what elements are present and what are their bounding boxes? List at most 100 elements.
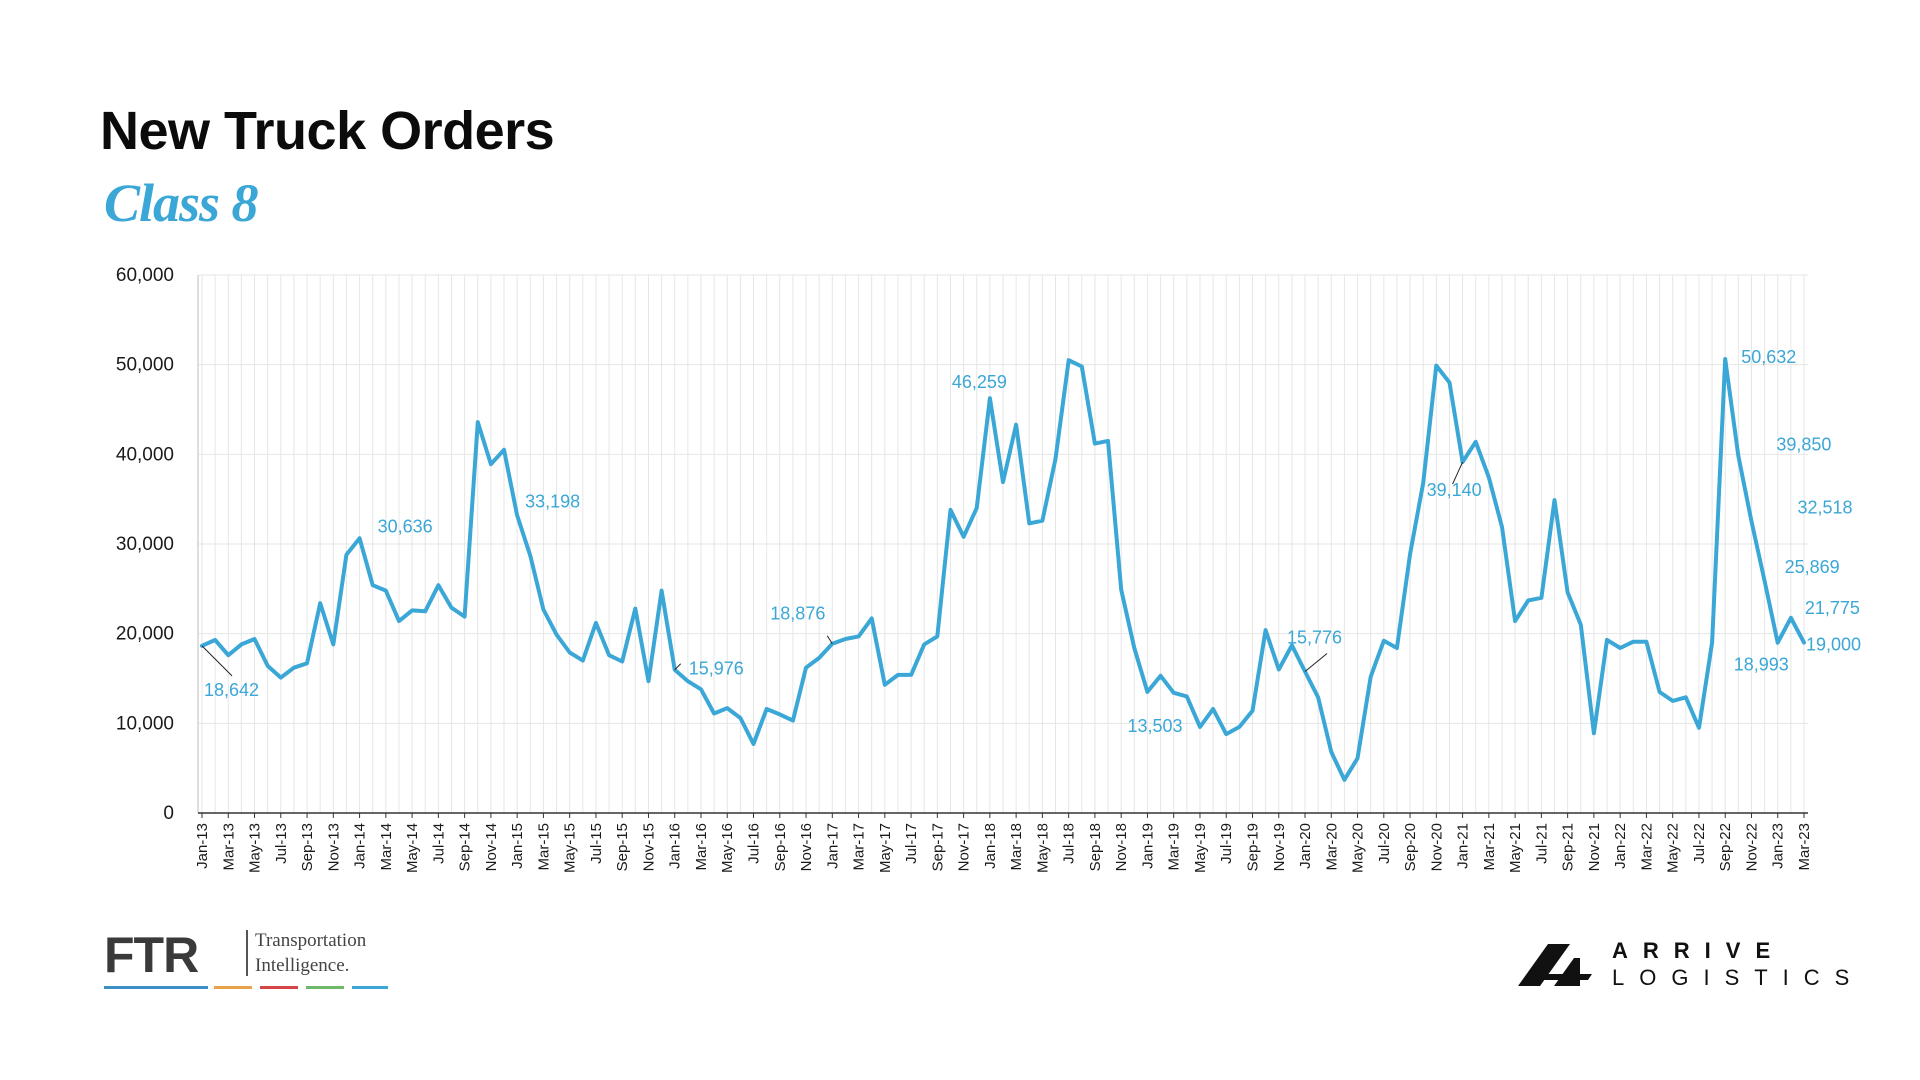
data-point: [1145, 690, 1149, 694]
data-point: [804, 666, 808, 670]
data-point: [1487, 476, 1491, 480]
data-point: [607, 653, 611, 657]
ftr-tagline-line2: Intelligence.: [255, 955, 350, 976]
x-tick-label: Nov-21: [1586, 823, 1603, 871]
x-tick-label: Nov-18: [1113, 823, 1130, 871]
data-point: [1014, 423, 1018, 427]
x-tick-label: May-22: [1665, 823, 1682, 873]
ftr-logo-separator: [246, 930, 248, 976]
data-point: [1316, 695, 1320, 699]
data-point: [555, 633, 559, 637]
data-point: [541, 607, 545, 611]
x-tick-label: May-18: [1034, 823, 1051, 873]
data-point: [870, 616, 874, 620]
data-point: [1382, 639, 1386, 643]
x-tick-label: Nov-20: [1428, 823, 1445, 871]
data-point: [1132, 646, 1136, 650]
data-label: 39,850: [1776, 435, 1831, 455]
x-tick-label: Sep-18: [1087, 823, 1104, 871]
chart-subtitle: Class 8: [104, 173, 259, 233]
x-tick-label: Mar-20: [1323, 823, 1340, 871]
x-tick-label: Jul-13: [273, 823, 290, 864]
data-point: [476, 420, 480, 424]
data-point: [581, 659, 585, 663]
ftr-color-bar: [306, 986, 344, 989]
x-tick-label: Jan-20: [1297, 823, 1314, 869]
data-point: [1106, 439, 1110, 443]
data-point: [1644, 640, 1648, 644]
data-point: [1723, 357, 1727, 361]
x-tick-label: Sep-20: [1402, 823, 1419, 871]
x-tick-label: Jan-17: [824, 823, 841, 869]
data-point: [1080, 364, 1084, 368]
x-tick-label: Jul-19: [1218, 823, 1235, 864]
data-label: 18,876: [770, 604, 825, 624]
data-label-leader: [1452, 461, 1464, 485]
x-tick-label: Jul-17: [903, 823, 920, 864]
data-point: [449, 606, 453, 610]
data-point: [1277, 668, 1281, 672]
data-point: [738, 716, 742, 720]
data-point: [266, 664, 270, 668]
x-tick-label: Sep-22: [1717, 823, 1734, 871]
x-tick-label: Jul-20: [1376, 823, 1393, 864]
data-point: [1093, 442, 1097, 446]
axes: [197, 275, 1808, 814]
data-point: [1027, 521, 1031, 525]
data-point: [292, 666, 296, 670]
ftr-logo: FTR: [104, 927, 199, 983]
x-tick-label: Jul-21: [1533, 823, 1550, 864]
y-tick-label: 30,000: [116, 534, 174, 555]
data-point: [344, 553, 348, 557]
data-point: [988, 396, 992, 400]
data-point: [1421, 481, 1425, 485]
x-tick-label: May-16: [719, 823, 736, 873]
data-label: 50,632: [1741, 347, 1796, 367]
x-tick-label: Mar-21: [1481, 823, 1498, 871]
x-tick-label: May-14: [404, 823, 421, 873]
grid: [198, 274, 1808, 813]
data-point: [660, 589, 664, 593]
ftr-color-bar: [214, 986, 252, 989]
data-point: [843, 637, 847, 641]
data-point: [528, 554, 532, 558]
x-tick-label: Sep-14: [457, 823, 474, 871]
x-tick-label: Jul-18: [1061, 823, 1078, 864]
data-point: [1631, 640, 1635, 644]
x-tick-label: Jul-16: [746, 823, 763, 864]
data-point: [857, 634, 861, 638]
data-point: [594, 621, 598, 625]
data-point: [1172, 691, 1176, 695]
y-tick-label: 40,000: [116, 444, 174, 465]
data-point: [1211, 707, 1215, 711]
x-tick-label: Jan-19: [1139, 823, 1156, 869]
data-label-leader: [826, 635, 833, 645]
data-point: [1342, 778, 1346, 782]
data-point: [778, 712, 782, 716]
data-point: [1040, 519, 1044, 523]
data-point: [1264, 628, 1268, 632]
data-label-leader: [674, 663, 682, 671]
data-point: [318, 601, 322, 605]
x-tick-label: Mar-17: [851, 823, 868, 871]
x-tick-label: Mar-23: [1796, 823, 1813, 871]
data-labels: 18,642 30,636 33,198 15,976 18,876 46,259 13,5…: [201, 347, 1861, 736]
data-point: [358, 536, 362, 540]
data-point: [1763, 579, 1767, 583]
x-tick-label: Sep-16: [772, 823, 789, 871]
data-point: [253, 637, 257, 641]
data-point: [1684, 695, 1688, 699]
data-point: [331, 642, 335, 646]
data-point: [962, 535, 966, 539]
x-tick-label: Sep-17: [929, 823, 946, 871]
data-point: [817, 656, 821, 660]
data-point: [502, 448, 506, 452]
x-tick-label: May-19: [1192, 823, 1209, 873]
data-point: [633, 607, 637, 611]
x-tick-label: Nov-13: [325, 823, 342, 871]
arrive-logo-icon: [1518, 944, 1592, 986]
x-tick-label: Nov-16: [798, 823, 815, 871]
x-tick-label: Mar-14: [378, 823, 395, 871]
data-point: [1710, 641, 1714, 645]
